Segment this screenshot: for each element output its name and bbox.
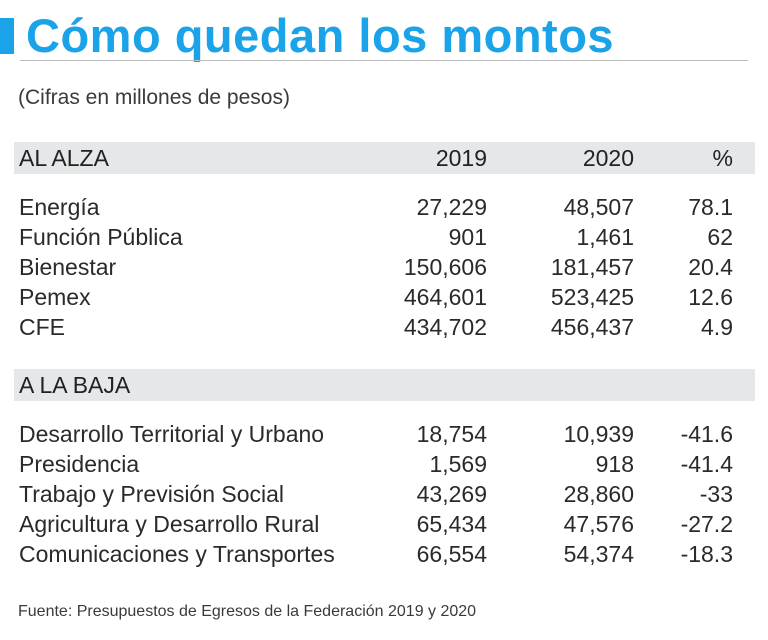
table-row: CFE 434,702 456,437 4.9 (14, 312, 755, 342)
value-2019: 66,554 (416, 541, 487, 567)
page-title: Cómo quedan los montos (26, 9, 615, 62)
value-2019: 150,606 (403, 254, 487, 280)
row-label: Pemex (19, 284, 91, 310)
row-label: CFE (19, 314, 65, 340)
section-header-al-alza: AL ALZA 2019 2020 % (14, 142, 755, 174)
value-2020: 181,457 (550, 254, 634, 280)
table-row: Pemex 464,601 523,425 12.6 (14, 282, 755, 312)
section-header-a-la-baja: A LA BAJA (14, 369, 755, 401)
value-2019: 18,754 (416, 421, 487, 447)
value-percent: 12.6 (688, 284, 733, 310)
value-2019: 27,229 (416, 194, 487, 220)
row-label: Trabajo y Previsión Social (19, 481, 285, 507)
value-percent: -33 (699, 481, 733, 507)
value-2019: 43,269 (416, 481, 487, 507)
title-accent-bar (0, 18, 14, 54)
value-2019: 464,601 (403, 284, 487, 310)
value-2020: 1,461 (576, 224, 634, 250)
value-2019: 65,434 (416, 511, 487, 537)
value-2019: 901 (448, 224, 487, 250)
value-2020: 28,860 (563, 481, 634, 507)
column-header-2020: 2020 (582, 145, 634, 171)
table-row: Trabajo y Previsión Social 43,269 28,860… (14, 479, 755, 509)
row-label: Bienestar (19, 254, 117, 280)
value-2020: 48,507 (563, 194, 634, 220)
value-2020: 47,576 (563, 511, 634, 537)
table-row: Agricultura y Desarrollo Rural 65,434 47… (14, 509, 755, 539)
value-percent: 62 (707, 224, 733, 250)
row-label: Presidencia (19, 451, 140, 477)
section-heading: AL ALZA (19, 145, 109, 171)
value-percent: -18.3 (680, 541, 733, 567)
row-label: Comunicaciones y Transportes (19, 541, 335, 567)
table-row: Comunicaciones y Transportes 66,554 54,3… (14, 539, 755, 569)
table-row: Bienestar 150,606 181,457 20.4 (14, 252, 755, 282)
value-2020: 456,437 (550, 314, 634, 340)
value-percent: -41.4 (680, 451, 733, 477)
subtitle: (Cifras en millones de pesos) (18, 86, 290, 109)
section-heading: A LA BAJA (19, 372, 131, 398)
value-percent: -41.6 (680, 421, 733, 447)
column-header-percent: % (712, 145, 733, 171)
table-row: Energía 27,229 48,507 78.1 (14, 192, 755, 222)
row-label: Energía (19, 194, 100, 220)
column-header-2019: 2019 (435, 145, 487, 171)
title-divider (20, 60, 748, 61)
table-row: Presidencia 1,569 918 -41.4 (14, 449, 755, 479)
value-percent: 78.1 (688, 194, 733, 220)
table-row: Función Pública 901 1,461 62 (14, 222, 755, 252)
value-2020: 54,374 (563, 541, 634, 567)
value-2020: 918 (595, 451, 634, 477)
value-2020: 523,425 (550, 284, 634, 310)
table-row: Desarrollo Territorial y Urbano 18,754 1… (14, 419, 755, 449)
value-percent: -27.2 (680, 511, 733, 537)
row-label: Desarrollo Territorial y Urbano (19, 421, 325, 447)
value-2019: 434,702 (403, 314, 487, 340)
value-percent: 4.9 (701, 314, 733, 340)
source-note: Fuente: Presupuestos de Egresos de la Fe… (18, 603, 477, 620)
value-2020: 10,939 (563, 421, 634, 447)
row-label: Agricultura y Desarrollo Rural (19, 511, 320, 537)
value-percent: 20.4 (688, 254, 733, 280)
value-2019: 1,569 (429, 451, 487, 477)
row-label: Función Pública (19, 224, 183, 250)
